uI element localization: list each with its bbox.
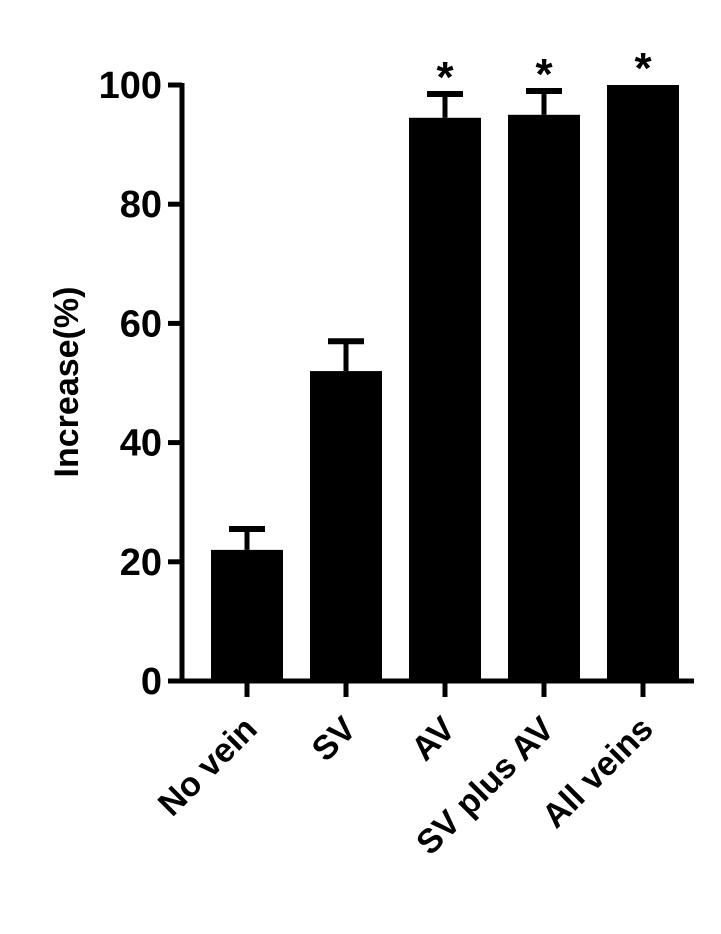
y-tick-label-3: 60 xyxy=(120,303,162,345)
x-tick-label-2: AV xyxy=(404,710,463,769)
y-axis-title: Increase(%) xyxy=(48,287,86,478)
y-tick-label-1: 20 xyxy=(120,542,162,584)
significance-star-4: * xyxy=(634,44,652,93)
significance-star-3: * xyxy=(535,50,553,99)
y-tick-label-5: 100 xyxy=(99,65,162,107)
error-bars xyxy=(229,87,562,550)
x-tick-label-0: No vein xyxy=(151,710,265,824)
x-axis-ticks xyxy=(244,681,646,697)
bar-2 xyxy=(409,117,481,681)
x-tick-label-4: All veins xyxy=(535,710,661,836)
bar-1 xyxy=(310,371,382,681)
bar-0 xyxy=(211,549,283,681)
y-tick-label-2: 40 xyxy=(120,423,162,465)
y-tick-label-0: 0 xyxy=(141,661,162,703)
bars xyxy=(211,85,679,682)
x-tick-label-1: SV xyxy=(305,710,364,769)
bar-3 xyxy=(508,114,580,682)
bar-4 xyxy=(607,85,679,681)
y-tick-label-4: 80 xyxy=(120,184,162,226)
significance-markers: * * * xyxy=(436,44,652,102)
y-axis-ticks: 0 20 40 60 80 100 xyxy=(99,65,182,703)
significance-star-2: * xyxy=(436,53,454,102)
